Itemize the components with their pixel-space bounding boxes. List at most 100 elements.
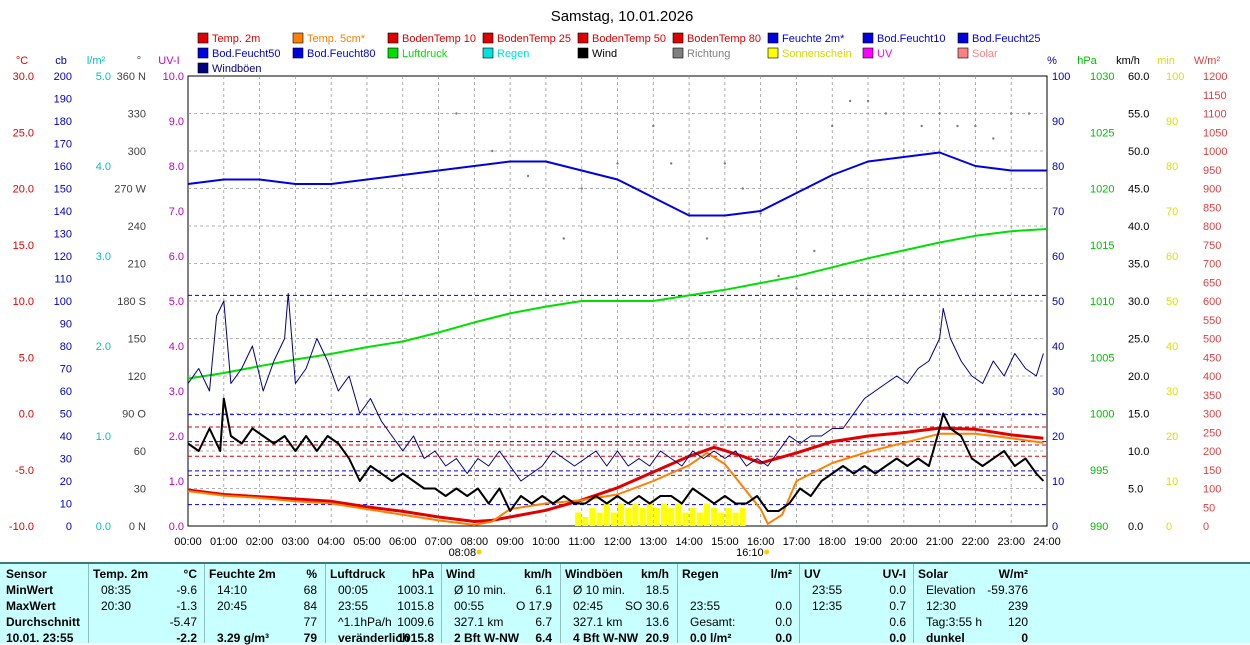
dir-tick-label: 180 S: [117, 296, 146, 308]
rain-tick-label: 0.0: [96, 521, 111, 533]
direction-point: [526, 174, 530, 178]
temp-tick-label: 25.0: [13, 127, 34, 139]
sunshine-bar: [582, 517, 589, 526]
press-tick-label: 1025: [1090, 127, 1114, 139]
legend-label: Regen: [497, 48, 529, 60]
table-cell-label: Ø 10 min.: [573, 583, 626, 597]
sunshine-bar: [632, 503, 639, 526]
summary-table: Sensor MinWert MaxWert Durchschnitt 10.01. 2…: [0, 562, 1250, 645]
direction-point: [687, 212, 691, 215]
sunshine-bar: [625, 508, 632, 526]
legend-swatch: [292, 47, 304, 59]
solar-tick-label: 1050: [1203, 127, 1227, 139]
solar-tick-label: 200: [1203, 446, 1221, 458]
sun-marker-icon: [476, 549, 482, 555]
solar-tick-label: 100: [1203, 484, 1221, 496]
wind-tick-label: 35.0: [1128, 259, 1149, 271]
sunshine-bar: [703, 503, 710, 526]
rain-tick-label: 1.0: [96, 431, 111, 443]
legend-label: Windböen: [212, 63, 262, 75]
temp-tick-label: 0.0: [19, 409, 34, 421]
sunshine-bars: [575, 503, 746, 526]
x-tick-label: 07:00: [425, 536, 453, 548]
table-header: Wind: [446, 567, 476, 581]
wind-tick-label: 0.0: [1128, 521, 1143, 533]
legend-label: Luftdruck: [402, 48, 448, 60]
cb-tick-label: 100: [54, 296, 72, 308]
sun-tick-label: 80: [1166, 161, 1178, 173]
wind-tick-label: 40.0: [1128, 221, 1149, 233]
direction-point: [562, 237, 566, 240]
rain-axis-unit: l/m²: [87, 55, 106, 67]
legend-label: Temp. 2m: [212, 33, 260, 45]
table-cell-value: 120: [1007, 615, 1028, 629]
sun-tick-label: 50: [1166, 296, 1178, 308]
cb-tick-label: 50: [60, 409, 72, 421]
table-header: Regen: [682, 567, 719, 581]
table-cell-label: Ø 10 min.: [454, 583, 507, 597]
table-cell-value: 0: [1021, 631, 1028, 645]
uv-tick-label: 1.0: [169, 476, 184, 488]
legend-label: BodenTemp 50: [592, 33, 666, 45]
direction-point: [866, 99, 870, 103]
direction-point: [938, 112, 941, 115]
x-tick-label: 16:00: [747, 536, 775, 548]
sun-tick-label: 30: [1166, 386, 1178, 398]
table-cell-label: 00:55: [454, 599, 485, 613]
table-row-label: 10.01. 23:55: [6, 631, 74, 645]
dir-tick-label: 300: [128, 146, 146, 158]
solar-tick-label: 900: [1203, 184, 1221, 196]
legend-swatch: [197, 32, 209, 44]
sunshine-bar: [610, 512, 617, 526]
table-cell-value: 0.0: [889, 631, 906, 645]
temp-tick-label: -5.0: [15, 465, 34, 477]
table-cell-label: 20:30: [101, 599, 132, 613]
table-cell-label: 4 Bft W-NW: [573, 631, 639, 645]
table-cell-label: 327.1 km: [573, 615, 623, 629]
dir-tick-label: 0 N: [129, 521, 146, 533]
direction-point: [902, 149, 906, 153]
wind-tick-label: 20.0: [1128, 371, 1149, 383]
wind-tick-label: 45.0: [1128, 184, 1149, 196]
table-cell-label: Tag:3:55 h: [926, 615, 983, 629]
table-cell-label: 12:30: [926, 599, 957, 613]
table-header: UV: [804, 567, 821, 581]
sunshine-bar: [646, 503, 653, 526]
table-header: Sensor: [6, 567, 47, 581]
dir-tick-label: 30: [134, 484, 146, 496]
legend-label: Bod.Feucht50: [212, 48, 281, 60]
cb-tick-label: 190: [54, 94, 72, 106]
series-line: [187, 228, 1048, 380]
sunset-label: 16:10: [736, 547, 764, 559]
hum-tick-label: 20: [1052, 431, 1064, 443]
solar-tick-label: 400: [1203, 371, 1221, 383]
sun-markers: 08:08 16:10: [449, 547, 770, 559]
legend-label: BodenTemp 25: [497, 33, 571, 45]
sun-tick-label: 70: [1166, 206, 1178, 218]
dir-tick-label: 120: [128, 371, 146, 383]
direction-point: [652, 124, 655, 128]
direction-point: [669, 162, 673, 165]
x-tick-label: 08:00: [461, 536, 489, 548]
table-cell-value: 6.7: [535, 615, 552, 629]
sun-tick-label: 90: [1166, 116, 1178, 128]
legend-swatch: [577, 32, 589, 44]
wind-tick-label: 30.0: [1128, 296, 1149, 308]
press-tick-label: 995: [1090, 465, 1108, 477]
press-tick-label: 1020: [1090, 184, 1114, 196]
table-cell-label: 00:05: [338, 583, 369, 597]
sunshine-bar: [589, 508, 596, 526]
uv-tick-label: 7.0: [169, 206, 184, 218]
table-unit: %: [306, 567, 317, 581]
sunshine-bar: [675, 503, 682, 526]
hum-tick-label: 80: [1052, 161, 1064, 173]
table-header: Luftdruck: [330, 567, 386, 581]
table-unit: hPa: [411, 567, 434, 581]
solar-tick-label: 500: [1203, 334, 1221, 346]
table-cell-label: 2 Bft W-NW: [454, 631, 520, 645]
uv-tick-label: 4.0: [169, 341, 184, 353]
dir-axis-unit: °: [137, 55, 141, 67]
x-tick-label: 04:00: [317, 536, 345, 548]
legend-label: Temp. 5cm*: [307, 33, 366, 45]
axis-labels: °C 30.0 25.0 20.0 15.0 10.0 5.0 0.0 -5.0 -10.0 cb 2…: [9, 55, 1228, 533]
